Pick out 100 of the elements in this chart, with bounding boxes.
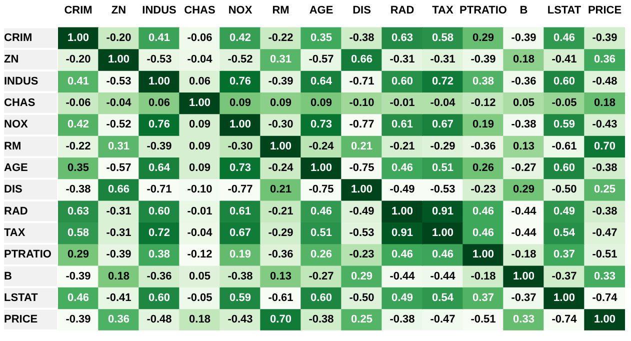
data-label: 0.18	[513, 54, 534, 66]
data-label: 1.00	[351, 184, 372, 196]
data-label: -0.74	[552, 314, 578, 326]
data-label: -0.06	[187, 32, 212, 44]
data-label: -0.53	[146, 54, 172, 66]
data-label: 0.09	[189, 118, 210, 131]
data-label: -0.44	[430, 270, 456, 282]
data-label: -0.01	[187, 205, 212, 218]
data-label: -0.38	[349, 32, 374, 44]
data-label: -0.48	[146, 314, 172, 326]
data-label: 0.72	[432, 75, 454, 88]
data-label: -0.57	[106, 162, 132, 174]
data-label: -0.71	[349, 75, 374, 88]
data-label: -0.29	[430, 140, 456, 152]
data-label: -0.51	[470, 314, 496, 326]
data-label: 0.31	[108, 140, 130, 152]
x-tick-label: PTRATIO	[460, 4, 508, 17]
data-label: 0.46	[310, 205, 332, 218]
data-label: 0.38	[472, 75, 494, 88]
data-label: 0.66	[108, 184, 130, 196]
data-label: -0.57	[308, 54, 334, 66]
data-label: 0.72	[148, 226, 170, 239]
data-label: -0.38	[308, 314, 334, 326]
x-tick-label: RAD	[390, 4, 414, 17]
data-label: -0.38	[592, 205, 618, 218]
data-label: -0.10	[187, 184, 212, 196]
data-label: -0.31	[106, 226, 132, 239]
data-label: 0.29	[513, 184, 534, 196]
data-label: 0.29	[472, 32, 494, 44]
data-label: 1.00	[432, 226, 454, 239]
data-label: 0.35	[310, 32, 332, 44]
y-tick-label: PTRATIO	[4, 248, 52, 261]
data-label: -0.22	[268, 32, 294, 44]
data-label: 0.26	[310, 248, 332, 261]
data-label: -0.61	[552, 140, 577, 152]
data-label: 0.26	[472, 162, 494, 174]
y-tick-label: PRICE	[4, 314, 38, 326]
y-tick-label: RM	[4, 140, 22, 152]
data-label: 1.00	[310, 162, 332, 174]
data-label: 0.35	[68, 162, 89, 174]
data-label: -0.43	[592, 118, 618, 131]
data-label: 0.49	[554, 205, 575, 218]
data-label: 1.00	[554, 292, 575, 304]
data-label: 0.36	[594, 54, 616, 66]
data-label: 0.18	[594, 97, 616, 110]
data-label: 1.00	[513, 270, 534, 282]
data-label: 0.91	[432, 205, 454, 218]
data-label: -0.36	[268, 248, 294, 261]
data-label: 1.00	[108, 54, 130, 66]
data-label: 0.13	[270, 270, 292, 282]
data-label: 0.60	[310, 292, 332, 304]
x-tick-label: DIS	[352, 4, 371, 17]
data-label: 0.73	[230, 162, 251, 174]
data-label: 0.46	[472, 226, 494, 239]
data-label: -0.52	[106, 118, 132, 131]
data-label: 0.37	[554, 248, 575, 261]
data-label: 0.76	[230, 75, 251, 88]
data-label: -0.53	[430, 184, 456, 196]
data-label: -0.49	[390, 184, 415, 196]
data-label: 0.41	[148, 32, 170, 44]
data-label: 0.33	[594, 270, 616, 282]
data-label: 0.59	[230, 292, 251, 304]
data-label: 0.67	[432, 118, 454, 131]
data-label: 0.13	[513, 140, 534, 152]
data-label: -0.29	[268, 226, 294, 239]
data-label: 0.09	[310, 97, 332, 110]
data-label: 0.21	[351, 140, 372, 152]
data-label: 0.46	[432, 248, 454, 261]
data-label: -0.53	[106, 75, 132, 88]
data-label: -0.39	[106, 248, 132, 261]
data-label: 1.00	[270, 140, 292, 152]
data-label: 0.18	[108, 270, 130, 282]
data-label: 0.59	[554, 118, 575, 131]
data-label: -0.37	[552, 270, 577, 282]
data-label: 0.09	[230, 97, 251, 110]
y-tick-label: LSTAT	[4, 292, 38, 304]
data-label: -0.30	[268, 118, 294, 131]
y-tick-label: DIS	[4, 184, 22, 196]
data-label: 0.51	[310, 226, 332, 239]
data-label: -0.23	[470, 184, 496, 196]
data-label: 0.91	[392, 226, 413, 239]
data-label: -0.44	[511, 226, 538, 239]
data-label: 1.00	[230, 118, 251, 131]
data-label: -0.24	[308, 140, 335, 152]
data-label: 0.51	[432, 162, 454, 174]
data-label: -0.24	[268, 162, 294, 174]
data-label: 0.46	[554, 32, 575, 44]
data-label: -0.52	[228, 54, 253, 66]
data-label: -0.38	[390, 314, 415, 326]
data-label: 0.58	[432, 32, 454, 44]
data-label: 1.00	[189, 97, 210, 110]
data-label: 0.33	[513, 314, 534, 326]
data-label: -0.10	[349, 97, 374, 110]
data-label: -0.47	[592, 226, 618, 239]
data-label: -0.04	[430, 97, 456, 110]
data-label: -0.71	[146, 184, 172, 196]
x-tick-label: NOX	[228, 4, 253, 17]
data-label: 0.36	[108, 314, 130, 326]
data-label: 0.25	[351, 314, 372, 326]
data-label: -0.39	[146, 140, 172, 152]
